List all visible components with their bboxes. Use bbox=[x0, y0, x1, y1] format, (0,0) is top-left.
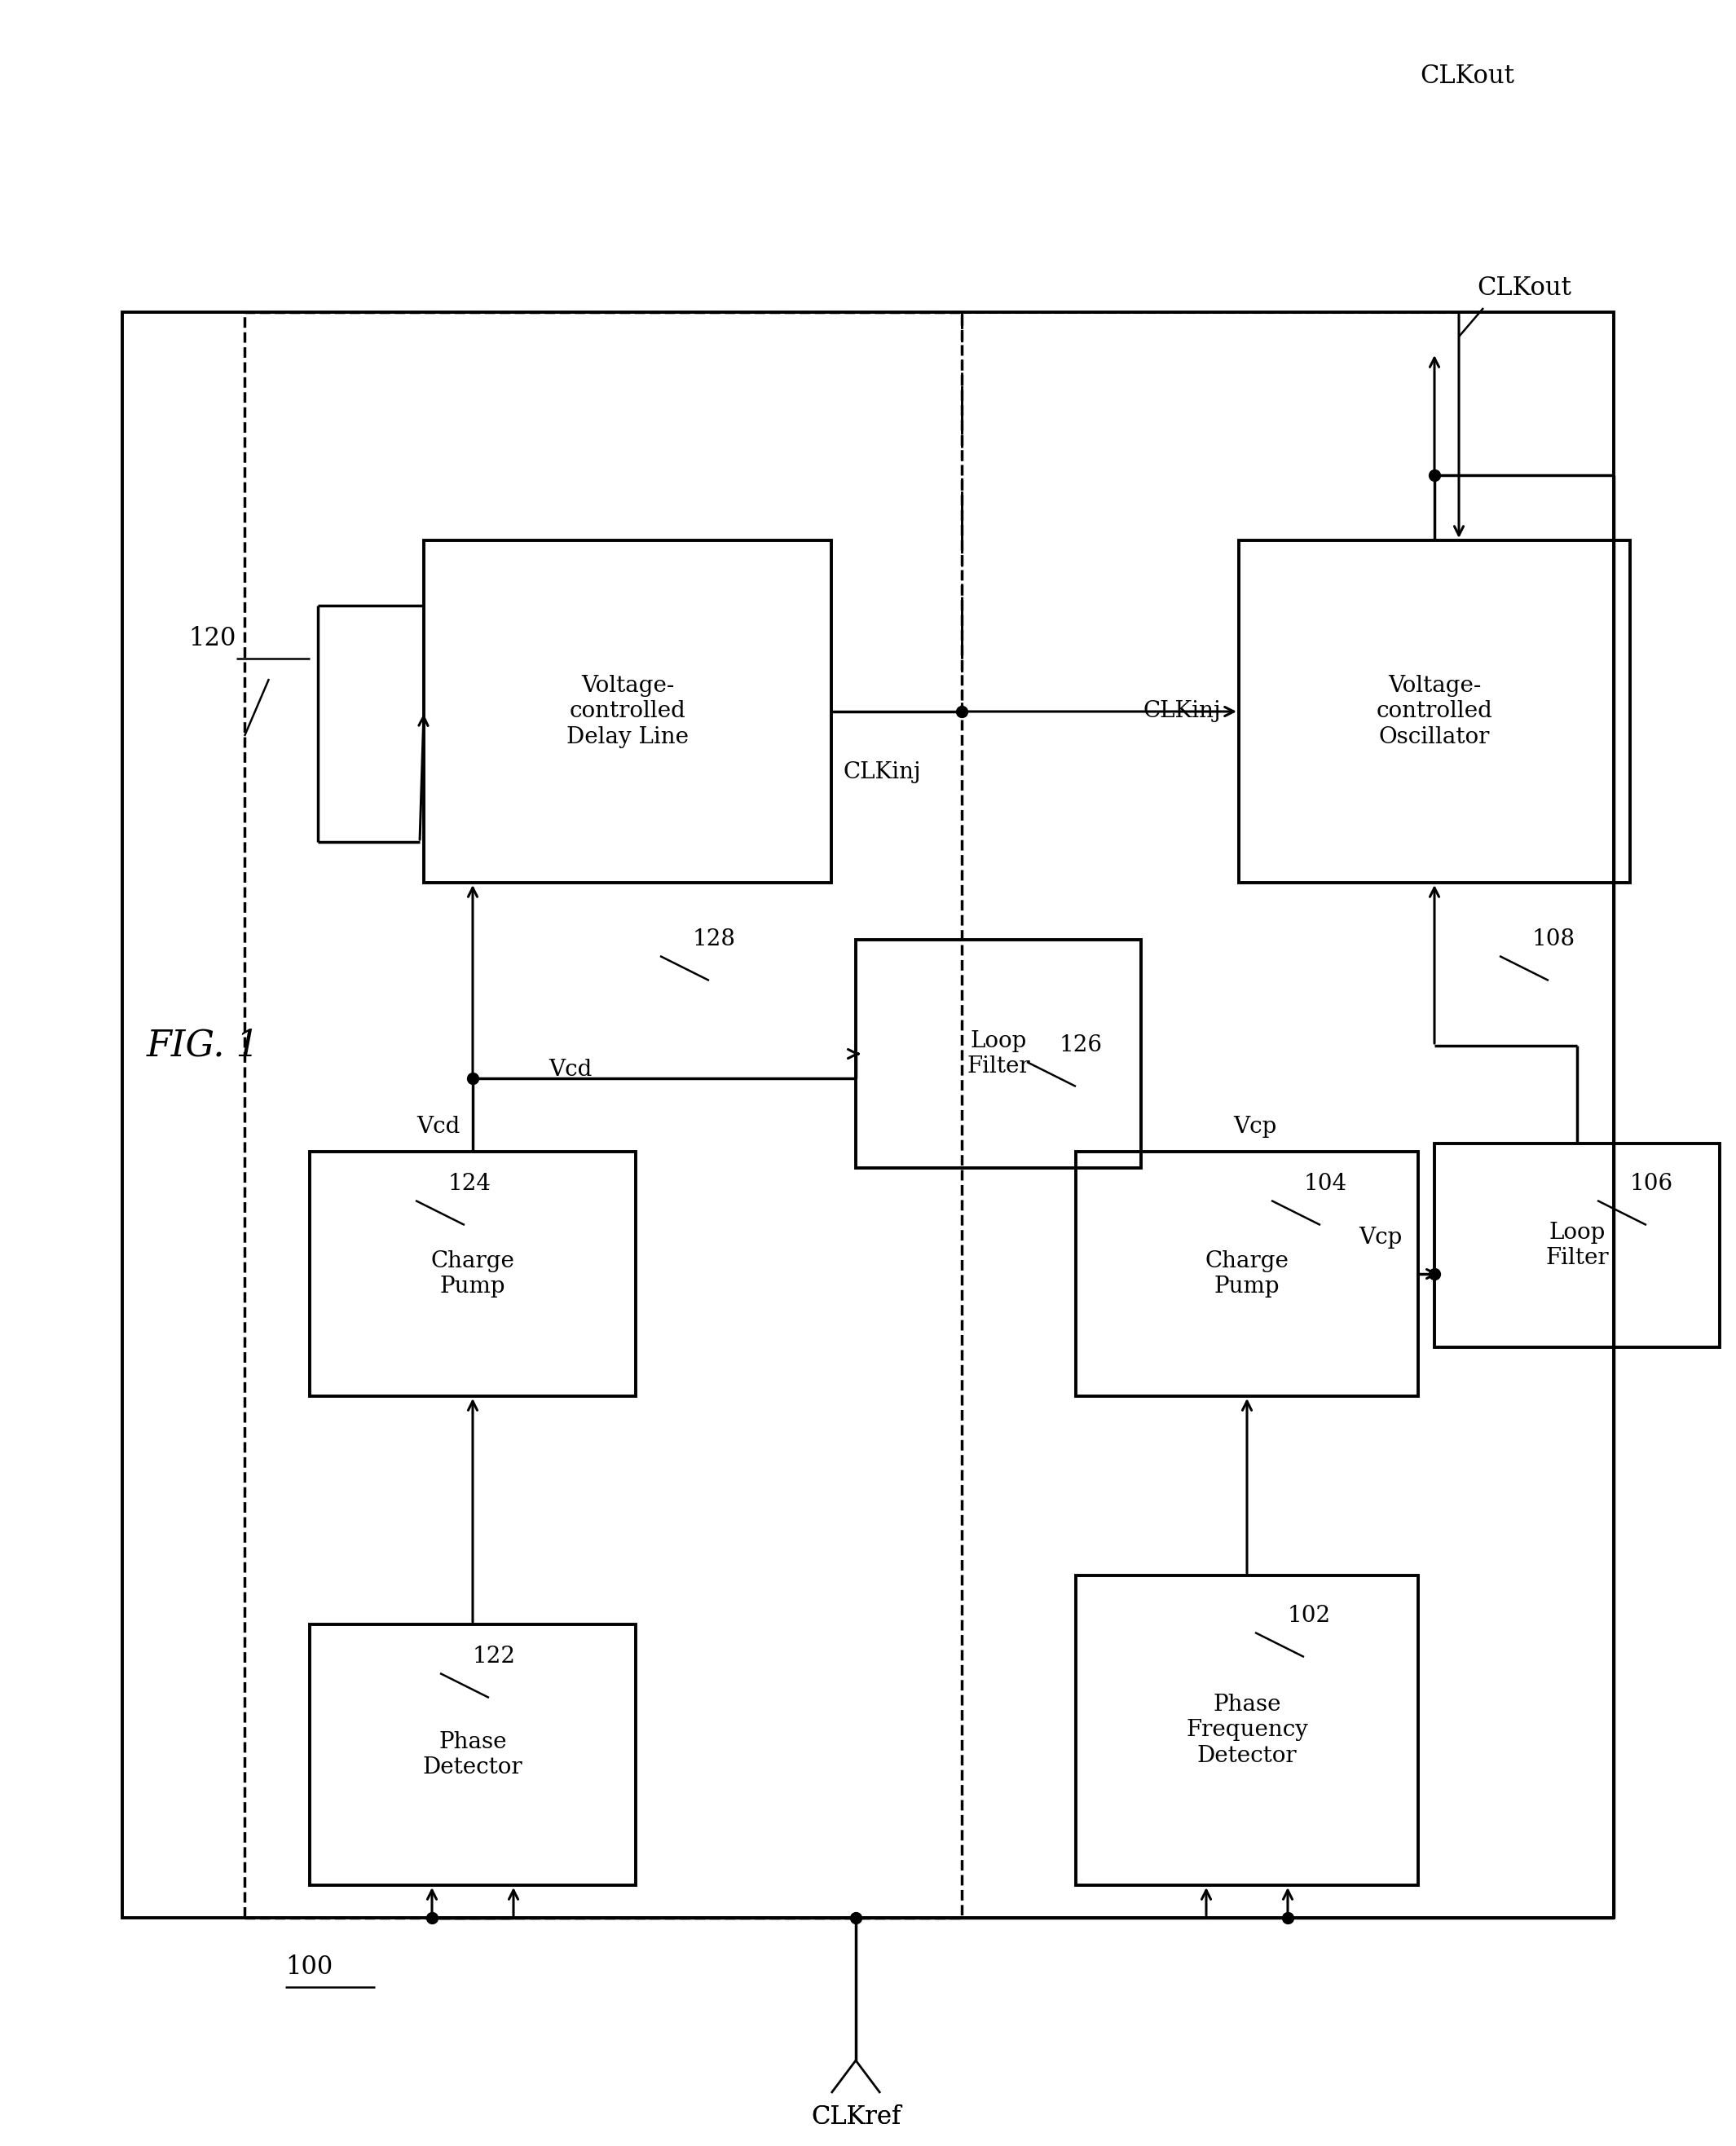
Point bbox=[1274, 1901, 1302, 1936]
Text: Vcd: Vcd bbox=[417, 1116, 460, 1137]
Bar bbox=[1076, 1152, 1418, 1397]
Text: 106: 106 bbox=[1630, 1174, 1674, 1195]
Text: 126: 126 bbox=[1059, 1034, 1102, 1056]
Text: Vcp: Vcp bbox=[1234, 1116, 1278, 1137]
Text: Loop
Filter: Loop Filter bbox=[1545, 1221, 1609, 1268]
Text: CLKref: CLKref bbox=[811, 2105, 901, 2131]
Text: Vcd: Vcd bbox=[549, 1060, 592, 1082]
Text: Phase
Detector: Phase Detector bbox=[424, 1732, 523, 1779]
Bar bbox=[1434, 1144, 1720, 1348]
Bar bbox=[1076, 1575, 1418, 1884]
Text: 102: 102 bbox=[1288, 1605, 1332, 1627]
Text: Voltage-
controlled
Oscillator: Voltage- controlled Oscillator bbox=[1377, 676, 1493, 749]
Text: CLKout: CLKout bbox=[1477, 275, 1571, 300]
Bar bbox=[856, 940, 1141, 1167]
Text: CLKref: CLKref bbox=[811, 2105, 901, 2131]
Text: Voltage-
controlled
Delay Line: Voltage- controlled Delay Line bbox=[566, 676, 689, 749]
Point bbox=[1420, 457, 1448, 491]
Point bbox=[842, 1901, 870, 1936]
Text: Loop
Filter: Loop Filter bbox=[967, 1030, 1029, 1077]
Text: 104: 104 bbox=[1304, 1174, 1347, 1195]
Text: 122: 122 bbox=[472, 1646, 516, 1667]
Text: 100: 100 bbox=[285, 1955, 333, 1979]
Text: CLKinj: CLKinj bbox=[844, 762, 922, 783]
Text: Phase
Frequency
Detector: Phase Frequency Detector bbox=[1186, 1693, 1307, 1766]
Bar bbox=[245, 311, 962, 1919]
Text: 108: 108 bbox=[1533, 929, 1576, 951]
Text: 128: 128 bbox=[693, 929, 736, 951]
Text: CLKinj: CLKinj bbox=[1142, 700, 1220, 723]
Bar bbox=[122, 311, 1614, 1919]
Text: CLKout: CLKout bbox=[1420, 62, 1514, 88]
Bar bbox=[424, 541, 832, 882]
Text: Vcp: Vcp bbox=[1359, 1225, 1403, 1249]
Text: 124: 124 bbox=[448, 1174, 491, 1195]
Bar bbox=[309, 1152, 635, 1397]
Bar bbox=[1240, 541, 1630, 882]
Point bbox=[418, 1901, 446, 1936]
Text: Charge
Pump: Charge Pump bbox=[1205, 1251, 1288, 1298]
Text: 120: 120 bbox=[189, 624, 236, 650]
Bar bbox=[309, 1625, 635, 1884]
Text: Charge
Pump: Charge Pump bbox=[431, 1251, 514, 1298]
Text: FIG. 1: FIG. 1 bbox=[148, 1028, 260, 1062]
Point bbox=[458, 1060, 486, 1094]
Point bbox=[948, 695, 976, 730]
Point bbox=[1420, 1258, 1448, 1292]
